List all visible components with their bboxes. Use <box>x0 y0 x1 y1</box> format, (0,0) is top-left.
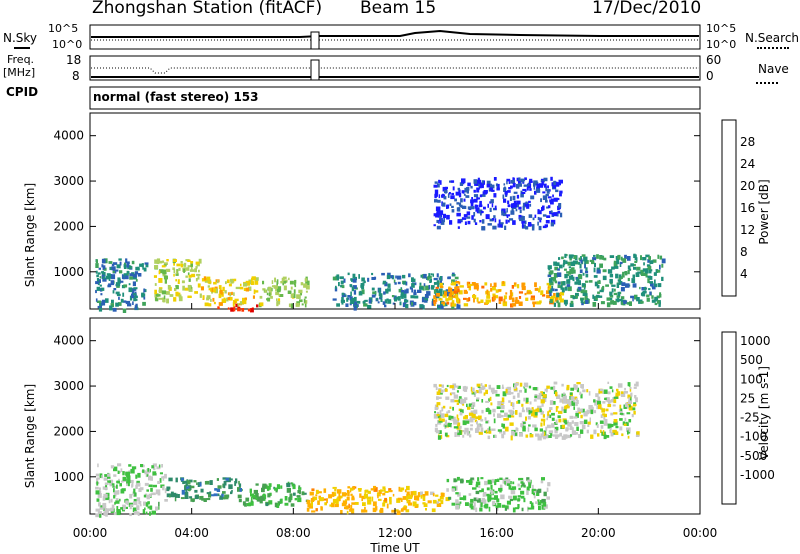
nave-label: Nave <box>758 62 789 76</box>
power-panel: 1000 2000 3000 4000 <box>53 112 701 313</box>
freq-left-tick-top: 18 <box>66 53 82 67</box>
power-colorbar-tick: 16 <box>740 201 755 215</box>
x-tick-label: 12:00 <box>378 526 413 540</box>
date-title: 17/Dec/2010 <box>592 0 702 18</box>
power-region <box>217 303 259 313</box>
nave-trace <box>91 67 699 74</box>
power-region <box>433 176 563 231</box>
power-colorbar: 4 8 12 16 20 24 28 <box>721 119 755 297</box>
power-colorbar-label: Power [dB] <box>757 179 771 244</box>
cpid-value: normal (fast stereo) 153 <box>93 90 259 104</box>
power-region <box>547 253 666 308</box>
velocity-region <box>446 476 551 513</box>
nsearch-label: N.Search <box>745 31 800 45</box>
freq-right-tick-top: 60 <box>706 53 722 67</box>
velocity-colorbar: 1000 500 100 25 -25 -100 -500 -1000 <box>721 331 775 505</box>
noise-right-tick-bottom: 10^0 <box>706 38 737 51</box>
velocity-ytick-label: 3000 <box>53 379 84 393</box>
velocity-region <box>408 490 450 513</box>
nave-legend-line <box>756 82 778 84</box>
power-region <box>332 272 461 311</box>
x-tick-label: 00:00 <box>73 526 108 540</box>
velocity-colorbar-tick: 1000 <box>740 334 771 348</box>
velocity-region <box>166 477 243 503</box>
x-tick-label: 16:00 <box>479 526 514 540</box>
power-ylabel: Slant Range [km] <box>23 183 37 287</box>
freq-left-tick-bottom: 8 <box>72 69 80 83</box>
x-tick-label: 04:00 <box>174 526 209 540</box>
velocity-colorbar-tick: 500 <box>740 353 763 367</box>
velocity-colorbar-label: Velocity [m s-1] <box>757 366 771 460</box>
power-colorbar-tick: 24 <box>740 157 755 171</box>
power-ytick-label: 2000 <box>53 219 84 233</box>
freq-label-2: [MHz] <box>3 66 36 79</box>
nsky-legend-line <box>14 47 30 49</box>
power-ytick-label: 3000 <box>53 174 84 188</box>
power-region <box>199 276 259 307</box>
power-colorbar-tick: 20 <box>740 179 755 193</box>
power-colorbar-tick: 8 <box>740 245 748 259</box>
velocity-colorbar-tick: 25 <box>740 391 755 405</box>
velocity-panel: 1000 2000 3000 4000 <box>53 317 701 518</box>
velocity-colorbar-tick: -1000 <box>740 468 775 482</box>
velocity-colorbar-tick: -25 <box>740 411 760 425</box>
noise-left-tick-top: 10^5 <box>48 22 79 35</box>
power-colorbar-tick: 4 <box>740 267 748 281</box>
velocity-region <box>306 485 411 515</box>
velocity-ytick-label: 1000 <box>53 470 84 484</box>
velocity-region <box>242 481 309 508</box>
power-region <box>153 258 202 304</box>
x-axis-label: Time UT <box>369 541 420 554</box>
x-tick-label: 20:00 <box>581 526 616 540</box>
nsearch-legend-line <box>757 47 789 49</box>
noise-left-tick-bottom: 10^0 <box>52 38 83 51</box>
noise-right-tick-top: 10^5 <box>706 22 737 35</box>
velocity-ytick-label: 4000 <box>53 334 84 348</box>
velocity-colorbar-tick: -500 <box>740 449 767 463</box>
velocity-colorbar-tick: 100 <box>740 372 763 386</box>
velocity-region <box>95 463 168 518</box>
cpid-frame <box>89 86 701 110</box>
velocity-ytick-label: 2000 <box>53 424 84 438</box>
x-tick-label: 00:00 <box>683 526 718 540</box>
nsky-label: N.Sky <box>3 31 38 45</box>
velocity-ylabel: Slant Range [km] <box>23 384 37 488</box>
station-title: Zhongshan Station (fitACF) <box>92 0 323 18</box>
freq-right-tick-bottom: 0 <box>706 69 714 83</box>
beam-title: Beam 15 <box>360 0 437 18</box>
cpid-label: CPID <box>6 85 39 99</box>
power-colorbar-tick: 12 <box>740 223 755 237</box>
velocity-colorbar-tick: -100 <box>740 430 767 444</box>
power-colorbar-tick: 28 <box>740 135 755 149</box>
velocity-region <box>433 381 640 441</box>
freq-panel <box>89 55 701 81</box>
power-ytick-label: 1000 <box>53 265 84 279</box>
noise-panel <box>89 24 701 50</box>
power-region <box>433 281 565 308</box>
power-ytick-label: 4000 <box>53 129 84 143</box>
x-tick-label: 08:00 <box>276 526 311 540</box>
power-region <box>258 276 310 309</box>
freq-label-1: Freq. <box>7 53 35 66</box>
nsky-trace <box>91 29 699 38</box>
power-region <box>95 258 149 313</box>
